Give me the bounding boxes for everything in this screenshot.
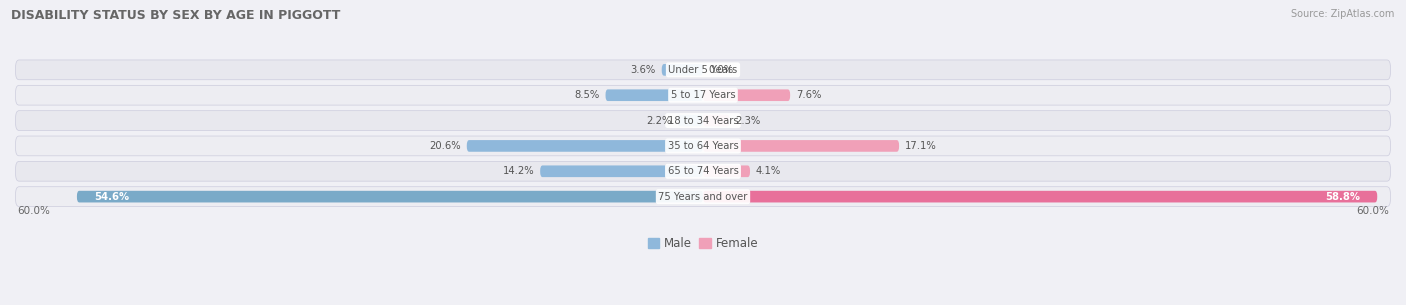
FancyBboxPatch shape (703, 115, 730, 126)
FancyBboxPatch shape (703, 165, 749, 177)
Text: DISABILITY STATUS BY SEX BY AGE IN PIGGOTT: DISABILITY STATUS BY SEX BY AGE IN PIGGO… (11, 9, 340, 22)
Text: 65 to 74 Years: 65 to 74 Years (668, 166, 738, 176)
Text: Source: ZipAtlas.com: Source: ZipAtlas.com (1291, 9, 1395, 19)
FancyBboxPatch shape (540, 165, 703, 177)
Text: 18 to 34 Years: 18 to 34 Years (668, 116, 738, 126)
Text: 60.0%: 60.0% (1355, 206, 1389, 216)
FancyBboxPatch shape (15, 60, 1391, 80)
Legend: Male, Female: Male, Female (648, 237, 758, 250)
FancyBboxPatch shape (703, 191, 1378, 203)
Text: 0.0%: 0.0% (709, 65, 734, 75)
Text: 14.2%: 14.2% (503, 166, 534, 176)
FancyBboxPatch shape (15, 187, 1391, 206)
Text: 20.6%: 20.6% (429, 141, 461, 151)
Text: 75 Years and over: 75 Years and over (658, 192, 748, 202)
Text: 58.8%: 58.8% (1324, 192, 1360, 202)
FancyBboxPatch shape (662, 64, 703, 76)
FancyBboxPatch shape (77, 191, 703, 203)
Text: 3.6%: 3.6% (631, 65, 657, 75)
FancyBboxPatch shape (703, 140, 898, 152)
Text: 35 to 64 Years: 35 to 64 Years (668, 141, 738, 151)
Text: 17.1%: 17.1% (905, 141, 936, 151)
Text: 60.0%: 60.0% (17, 206, 51, 216)
FancyBboxPatch shape (15, 136, 1391, 156)
Text: 54.6%: 54.6% (94, 192, 129, 202)
Text: 8.5%: 8.5% (575, 90, 600, 100)
Text: 7.6%: 7.6% (796, 90, 821, 100)
Text: 5 to 17 Years: 5 to 17 Years (671, 90, 735, 100)
FancyBboxPatch shape (606, 89, 703, 101)
FancyBboxPatch shape (15, 111, 1391, 131)
Text: 2.3%: 2.3% (735, 116, 761, 126)
Text: Under 5 Years: Under 5 Years (668, 65, 738, 75)
FancyBboxPatch shape (703, 89, 790, 101)
Text: 2.2%: 2.2% (647, 116, 672, 126)
FancyBboxPatch shape (467, 140, 703, 152)
FancyBboxPatch shape (678, 115, 703, 126)
FancyBboxPatch shape (15, 161, 1391, 181)
Text: 4.1%: 4.1% (756, 166, 780, 176)
FancyBboxPatch shape (15, 85, 1391, 105)
